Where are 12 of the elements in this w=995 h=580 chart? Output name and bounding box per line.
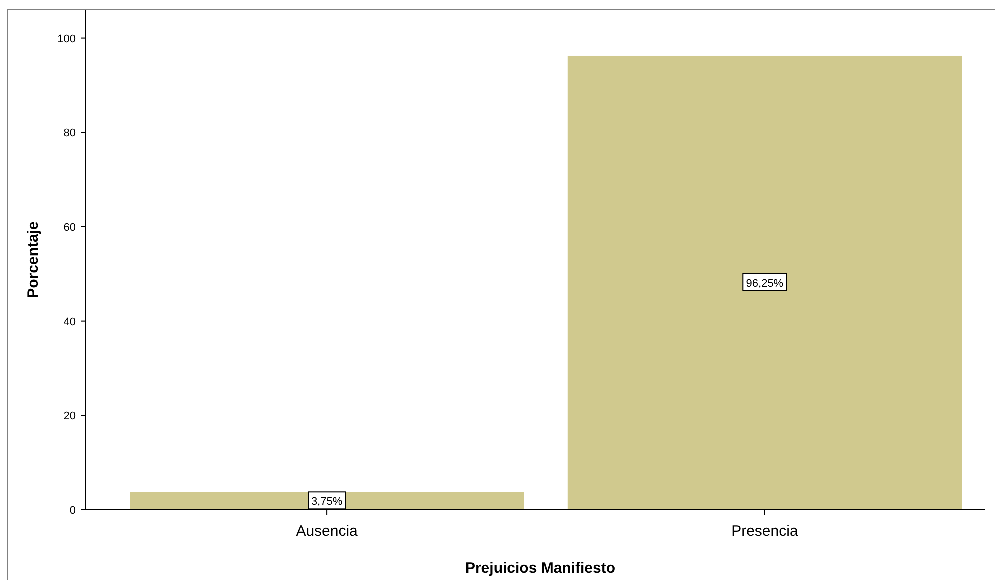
y-tick-label: 80	[64, 128, 76, 140]
y-tick-label: 100	[58, 33, 76, 46]
x-tick-label: Ausencia	[296, 523, 359, 540]
data-label: 96,25%	[746, 278, 784, 290]
y-tick-label: 0	[70, 505, 76, 517]
data-label: 3,75%	[311, 496, 343, 508]
y-axis-title: Porcentaje	[25, 222, 42, 298]
y-tick-label: 20	[64, 410, 76, 423]
y-tick-label: 60	[64, 222, 76, 234]
x-tick-label: Presencia	[732, 523, 799, 540]
x-axis-title: Prejuicios Manifiesto	[465, 560, 616, 577]
y-tick-label: 40	[64, 316, 76, 328]
